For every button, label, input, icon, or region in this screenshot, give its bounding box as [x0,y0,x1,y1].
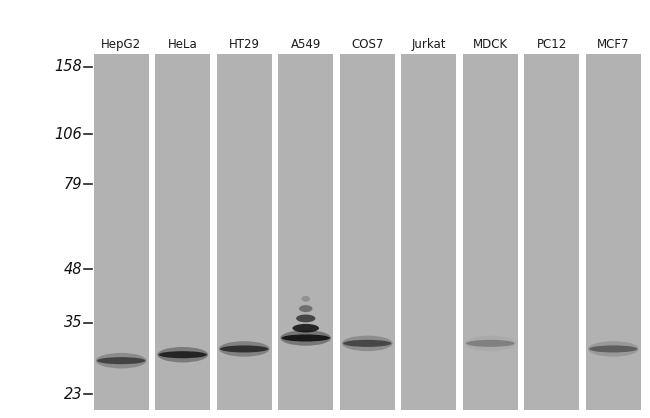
Ellipse shape [299,305,313,312]
Ellipse shape [292,324,319,332]
Text: MCF7: MCF7 [597,38,630,51]
Ellipse shape [220,345,268,352]
Text: MDCK: MDCK [473,38,508,51]
Ellipse shape [97,357,146,364]
Bar [340,54,395,410]
Text: HeLa: HeLa [168,38,198,51]
Bar [278,54,333,410]
Bar [272,54,278,410]
Bar [149,54,155,410]
Bar [518,54,525,410]
Text: A549: A549 [291,38,321,51]
Bar [94,54,149,410]
Text: 48: 48 [64,262,82,277]
Bar [463,54,518,410]
Bar [586,54,641,410]
Ellipse shape [159,351,207,358]
Text: Jurkat: Jurkat [411,38,446,51]
Text: 23: 23 [64,387,82,402]
Ellipse shape [296,314,315,322]
Ellipse shape [302,296,310,302]
Ellipse shape [466,340,514,347]
Bar [395,54,401,410]
Bar [210,54,216,410]
Ellipse shape [219,341,270,357]
Ellipse shape [465,336,515,351]
Ellipse shape [96,353,146,368]
Text: HT29: HT29 [229,38,260,51]
Bar [333,54,340,410]
Bar [525,54,579,410]
Text: PC12: PC12 [537,38,567,51]
Text: HepG2: HepG2 [101,38,141,51]
Text: COS7: COS7 [351,38,383,51]
Bar [216,54,272,410]
Bar [401,54,456,410]
Ellipse shape [157,347,208,362]
Text: 158: 158 [55,59,82,74]
Text: 35: 35 [64,315,82,330]
Bar [456,54,463,410]
Ellipse shape [342,336,393,351]
Ellipse shape [280,330,331,346]
Ellipse shape [343,340,391,347]
Text: 106: 106 [55,127,82,142]
Ellipse shape [588,341,639,357]
Bar [579,54,586,410]
Ellipse shape [281,334,330,342]
Bar [155,54,210,410]
Ellipse shape [589,345,638,352]
Text: 79: 79 [64,177,82,192]
